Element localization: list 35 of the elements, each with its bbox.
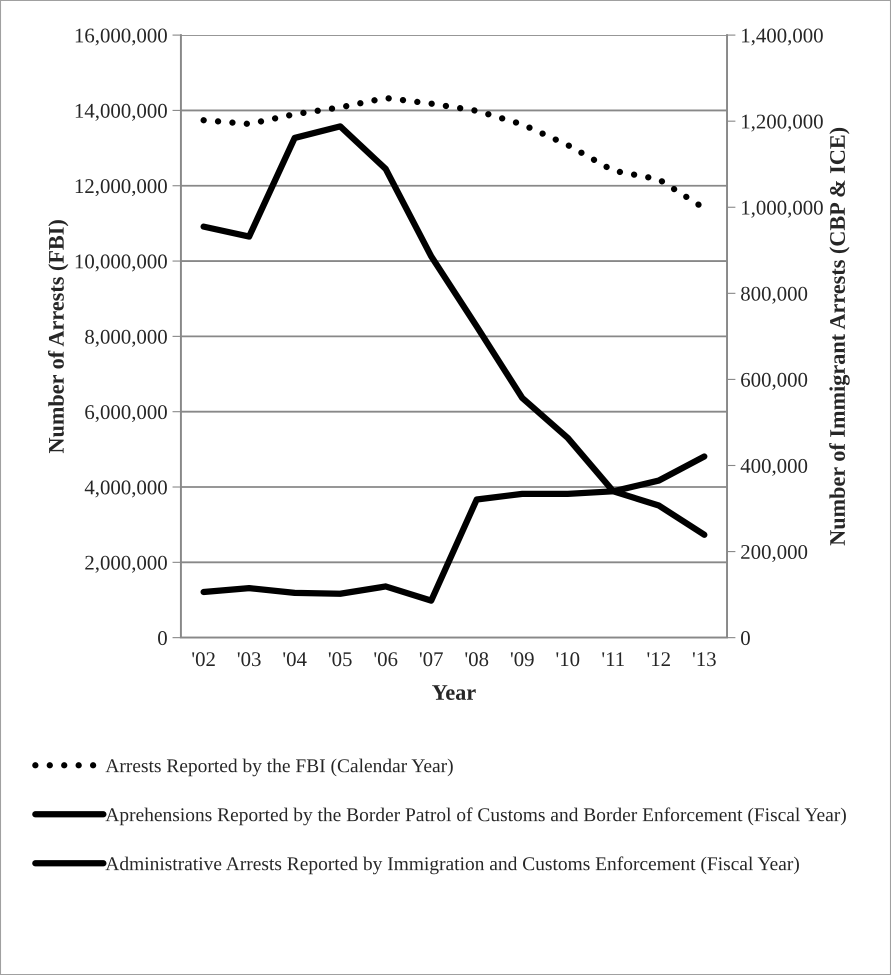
- y-tick-label: 6,000,000: [85, 405, 167, 422]
- y2-tick-label: 400,000: [740, 458, 808, 476]
- x-tick-label: '07: [420, 652, 443, 666]
- x-tick-label: '05: [328, 652, 352, 666]
- y2-tick-label: 600,000: [741, 372, 808, 390]
- x-tick-label: '09: [510, 652, 534, 666]
- y2-tick-label: 0: [741, 631, 750, 646]
- y-tick-label: 0: [158, 631, 167, 646]
- x-tick-label: '04: [283, 652, 307, 666]
- y-tick-label: 2,000,000: [85, 556, 167, 573]
- y2-tick-label: 1,200,000: [742, 114, 823, 132]
- y-tick-label: 4,000,000: [84, 480, 167, 498]
- x-axis-title: Year: [432, 685, 476, 700]
- y-tick-label: 12,000,000: [76, 179, 167, 196]
- x-tick-label: '06: [374, 652, 398, 666]
- y-tick-label: 14,000,000: [76, 104, 167, 121]
- y2-tick-label: 800,000: [741, 286, 808, 304]
- x-tick-label: '02: [192, 652, 215, 666]
- x-tick-label: '08: [465, 652, 488, 666]
- legend-label: Aprehensions Reported by the Border Patrol of Customs and Border Enforcement (Fiscal Year): [106, 807, 846, 826]
- x-tick-label: '11: [602, 652, 624, 666]
- y2-tick-label: 200,000: [741, 544, 808, 562]
- legend-label: Arrests Reported by the FBI (Calendar Year): [106, 758, 453, 776]
- y2-axis-title: Number of Immigrant Arrests (CBP & ICE): [829, 128, 850, 546]
- y-tick-label: 8,000,000: [85, 330, 167, 347]
- legend-label: Administrative Arrests Reported by Immigration and Customs Enforcement (Fiscal Year): [106, 856, 799, 874]
- y-tick-label: 16,000,000: [76, 28, 167, 46]
- y-tick-label: 10,000,000: [76, 254, 167, 272]
- x-tick-label: '13: [692, 652, 716, 666]
- x-tick-label: '10: [556, 652, 580, 666]
- x-tick-label: '12: [647, 652, 670, 666]
- y-axis-title: Number of Arrests (FBI): [48, 220, 68, 454]
- y2-tick-label: 1,400,000: [742, 28, 823, 46]
- y2-tick-label: 1,000,000: [742, 200, 823, 218]
- x-tick-label: '03: [238, 652, 261, 666]
